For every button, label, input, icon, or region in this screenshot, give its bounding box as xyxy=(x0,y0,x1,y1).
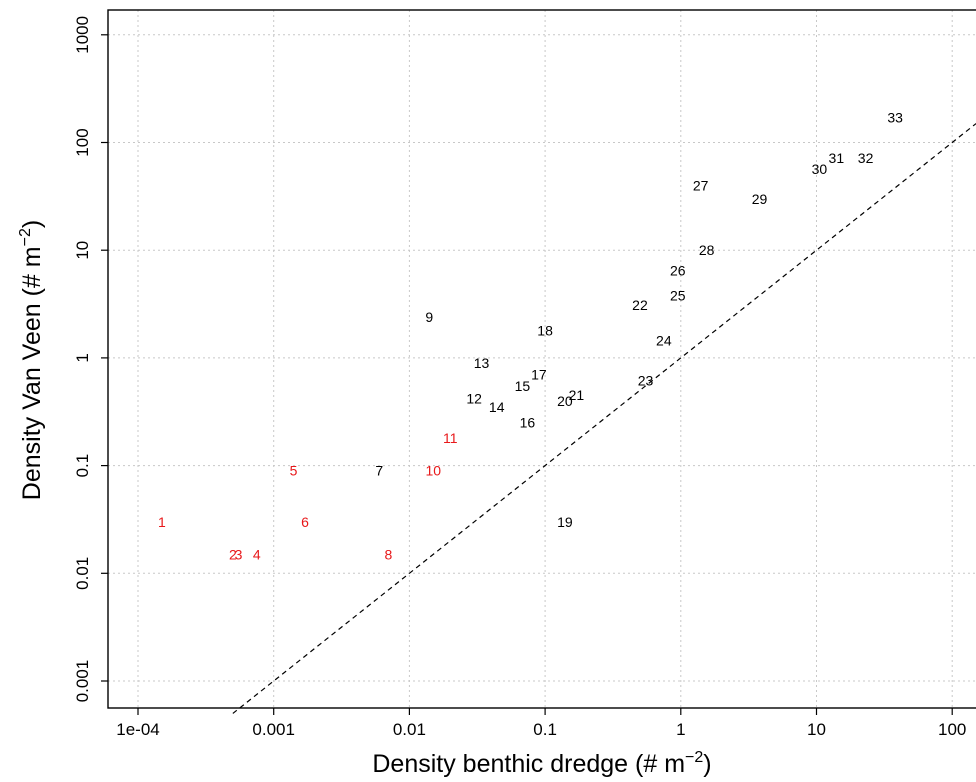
point-label-25: 25 xyxy=(670,287,686,303)
y-tick-label: 1 xyxy=(73,353,92,362)
y-tick-label: 100 xyxy=(73,128,92,156)
x-tick-label: 1e-04 xyxy=(116,720,159,739)
point-label-32: 32 xyxy=(858,150,874,166)
point-label-8: 8 xyxy=(384,546,392,562)
point-label-3: 3 xyxy=(235,546,243,562)
point-label-26: 26 xyxy=(670,262,686,278)
x-tick-label: 0.01 xyxy=(393,720,426,739)
point-label-22: 22 xyxy=(632,297,648,313)
point-label-15: 15 xyxy=(515,378,531,394)
x-tick-label: 0.001 xyxy=(252,720,295,739)
point-label-2: 2 xyxy=(229,546,237,562)
point-label-14: 14 xyxy=(489,399,505,415)
reference-line-group xyxy=(232,123,976,714)
point-label-20: 20 xyxy=(557,393,573,409)
y-tick-label: 0.01 xyxy=(73,557,92,590)
point-label-31: 31 xyxy=(829,150,845,166)
point-label-5: 5 xyxy=(290,463,298,479)
point-label-33: 33 xyxy=(887,110,903,126)
point-label-24: 24 xyxy=(656,333,672,349)
y-axis-title: Density Van Veen (# m−2) xyxy=(17,220,46,500)
point-label-28: 28 xyxy=(699,242,715,258)
reference-line-1-to-1 xyxy=(232,123,976,714)
point-label-7: 7 xyxy=(375,463,383,479)
point-label-13: 13 xyxy=(474,355,490,371)
x-axis-title: Density benthic dredge (# m−2) xyxy=(372,749,711,778)
y-axis: 0.001 0.01 0.1 1 10 100 1000 xyxy=(73,16,108,702)
point-label-6: 6 xyxy=(301,514,309,530)
point-label-19: 19 xyxy=(557,514,573,530)
grid xyxy=(108,10,976,708)
x-tick-label: 10 xyxy=(807,720,826,739)
point-label-16: 16 xyxy=(520,415,536,431)
x-tick-label: 0.1 xyxy=(533,720,557,739)
point-label-10: 10 xyxy=(426,463,442,479)
point-label-4: 4 xyxy=(253,546,261,562)
x-axis: 1e-04 0.001 0.01 0.1 1 10 100 xyxy=(116,708,966,739)
x-tick-label: 100 xyxy=(938,720,966,739)
point-label-1: 1 xyxy=(158,514,166,530)
y-tick-label: 0.001 xyxy=(73,660,92,703)
point-label-23: 23 xyxy=(638,372,654,388)
point-labels: 123 4567891011121314151617181920212223242… xyxy=(158,110,903,563)
x-tick-label: 1 xyxy=(676,720,685,739)
point-label-17: 17 xyxy=(531,367,547,383)
point-label-9: 9 xyxy=(425,309,433,325)
y-tick-label: 10 xyxy=(73,241,92,260)
point-label-27: 27 xyxy=(693,177,709,193)
point-label-11: 11 xyxy=(443,430,458,446)
point-label-21: 21 xyxy=(569,387,585,403)
point-label-29: 29 xyxy=(752,191,768,207)
point-label-12: 12 xyxy=(466,390,482,406)
y-tick-label: 1000 xyxy=(73,16,92,54)
plot-frame xyxy=(107,9,976,709)
point-label-30: 30 xyxy=(812,161,828,177)
y-tick-label: 0.1 xyxy=(73,454,92,478)
point-label-18: 18 xyxy=(537,322,553,338)
